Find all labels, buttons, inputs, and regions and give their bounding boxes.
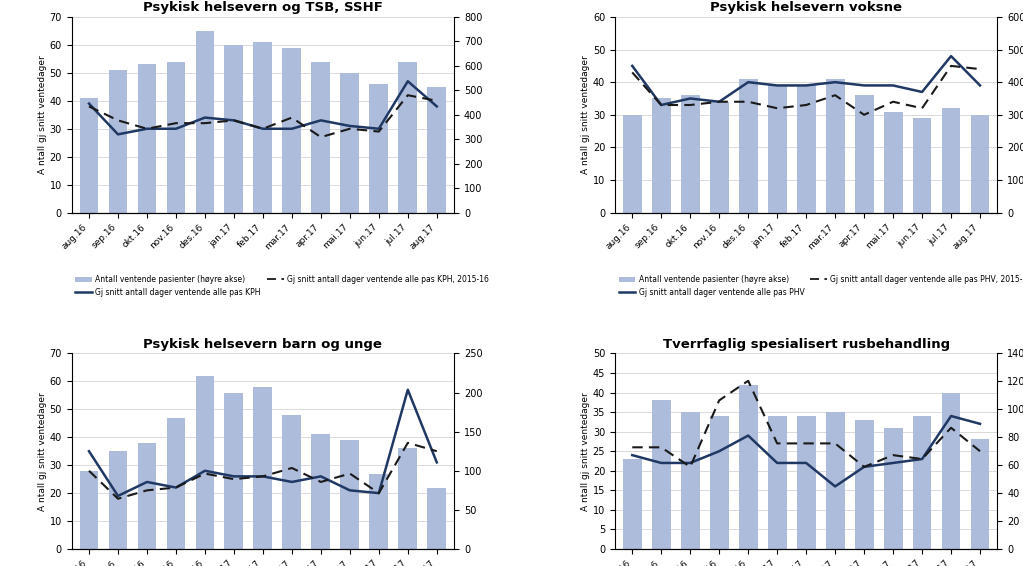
- Bar: [941, 108, 961, 213]
- Bar: [369, 474, 389, 549]
- Bar: [80, 471, 98, 549]
- Bar: [652, 98, 671, 213]
- Bar: [137, 65, 157, 213]
- Bar: [341, 440, 359, 549]
- Title: Tverrfaglig spesialisert rusbehandling: Tverrfaglig spesialisert rusbehandling: [663, 338, 949, 351]
- Bar: [195, 376, 215, 549]
- Bar: [739, 385, 758, 549]
- Bar: [167, 62, 185, 213]
- Bar: [224, 393, 243, 549]
- Title: Psykisk helsevern og TSB, SSHF: Psykisk helsevern og TSB, SSHF: [143, 2, 383, 14]
- Y-axis label: A ntall gj snitt ventedager: A ntall gj snitt ventedager: [581, 392, 590, 511]
- Bar: [167, 418, 185, 549]
- Bar: [971, 115, 989, 213]
- Bar: [623, 115, 641, 213]
- Bar: [398, 62, 417, 213]
- Legend: Antall ventende pasienter (høyre akse), Gj snitt antall dager ventende alle pas : Antall ventende pasienter (høyre akse), …: [76, 275, 489, 297]
- Bar: [623, 459, 641, 549]
- Bar: [913, 416, 932, 549]
- Bar: [710, 102, 728, 213]
- Legend: Antall ventende pasienter (høyre akse), Gj snitt antall dager ventende alle pas : Antall ventende pasienter (høyre akse), …: [619, 275, 1023, 297]
- Bar: [311, 435, 330, 549]
- Bar: [652, 400, 671, 549]
- Bar: [398, 448, 417, 549]
- Bar: [854, 95, 874, 213]
- Bar: [797, 416, 815, 549]
- Bar: [767, 85, 787, 213]
- Bar: [254, 387, 272, 549]
- Bar: [254, 42, 272, 213]
- Bar: [282, 415, 302, 549]
- Bar: [311, 62, 330, 213]
- Bar: [884, 428, 902, 549]
- Bar: [224, 45, 243, 213]
- Bar: [913, 118, 932, 213]
- Y-axis label: A ntall gj snitt ventedager: A ntall gj snitt ventedager: [38, 55, 47, 174]
- Bar: [767, 416, 787, 549]
- Bar: [971, 439, 989, 549]
- Bar: [282, 48, 302, 213]
- Bar: [826, 412, 845, 549]
- Bar: [826, 79, 845, 213]
- Bar: [80, 98, 98, 213]
- Title: Psykisk helsevern voksne: Psykisk helsevern voksne: [710, 2, 902, 14]
- Bar: [680, 412, 700, 549]
- Bar: [428, 487, 446, 549]
- Bar: [341, 73, 359, 213]
- Bar: [428, 87, 446, 213]
- Bar: [108, 70, 128, 213]
- Y-axis label: A ntall gj snitt ventedager: A ntall gj snitt ventedager: [581, 55, 590, 174]
- Bar: [739, 79, 758, 213]
- Bar: [941, 393, 961, 549]
- Y-axis label: A ntall gj snitt ventedager: A ntall gj snitt ventedager: [38, 392, 47, 511]
- Bar: [369, 84, 389, 213]
- Bar: [108, 451, 128, 549]
- Bar: [884, 112, 902, 213]
- Bar: [710, 416, 728, 549]
- Bar: [680, 95, 700, 213]
- Bar: [137, 443, 157, 549]
- Bar: [854, 420, 874, 549]
- Title: Psykisk helsevern barn og unge: Psykisk helsevern barn og unge: [143, 338, 383, 351]
- Bar: [195, 31, 215, 213]
- Bar: [797, 85, 815, 213]
